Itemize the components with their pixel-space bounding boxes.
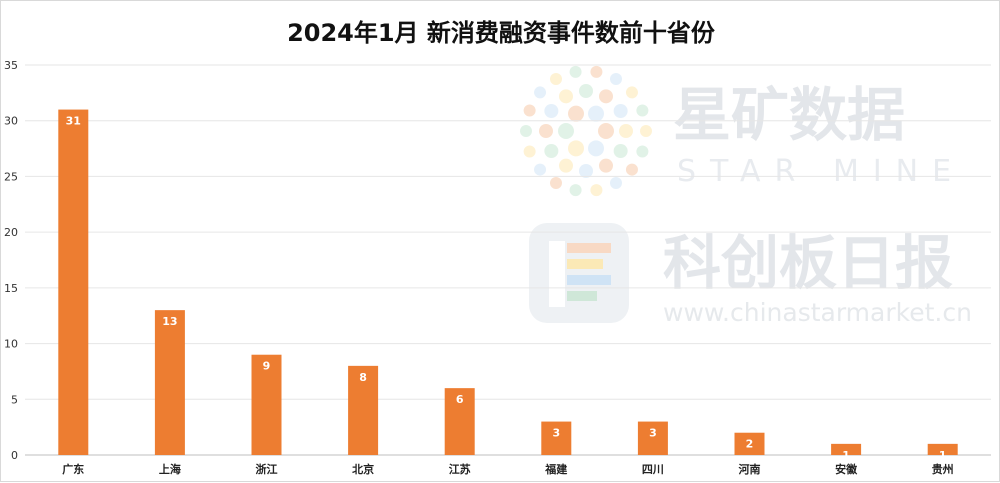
watermark-url: www.chinastarmarket.cn <box>663 298 972 327</box>
y-axis: 0 5 10 15 20 25 30 35 <box>4 59 18 462</box>
logo-dot <box>558 123 574 139</box>
x-tick-label: 四川 <box>642 463 664 476</box>
logo-dot <box>588 105 604 122</box>
x-tick-label: 江苏 <box>449 462 471 476</box>
logo-dot <box>523 104 536 117</box>
logo-dot <box>523 145 536 158</box>
watermark-brand-cn: 星矿数据 <box>673 81 905 149</box>
logo-dot <box>590 184 603 197</box>
logo-dot <box>625 163 638 176</box>
y-tick-label: 0 <box>11 449 18 462</box>
logo-dot <box>539 124 553 138</box>
x-tick-label: 广东 <box>62 462 84 476</box>
x-tick-label: 上海 <box>159 462 181 476</box>
bar <box>348 365 379 455</box>
logo-dot <box>520 125 532 137</box>
y-tick-label: 15 <box>4 282 18 295</box>
logo-dot <box>590 65 603 78</box>
x-tick-label: 北京 <box>352 462 374 476</box>
watermark-sub-cn: 科创板日报 <box>663 229 953 297</box>
data-label: 1 <box>842 449 850 462</box>
x-tick-label: 贵州 <box>932 462 954 476</box>
chinastarmarket-logo-icon <box>529 223 629 323</box>
data-label: 6 <box>456 393 464 406</box>
x-tick-label: 河南 <box>739 462 761 476</box>
logo-dot <box>559 158 573 173</box>
logo-dot <box>579 84 593 98</box>
bar <box>734 432 765 455</box>
x-tick-label: 福建 <box>544 462 568 476</box>
logo-dot <box>550 73 562 86</box>
x-axis: 广东 上海 浙江 北京 江苏 福建 四川 河南 安徽 贵州 <box>62 462 953 476</box>
y-tick-label: 20 <box>4 226 18 239</box>
bar <box>444 388 475 455</box>
data-label: 8 <box>359 371 367 384</box>
data-label: 3 <box>649 427 657 440</box>
data-label: 2 <box>746 438 754 451</box>
bars: 31 13 9 8 6 3 3 2 1 1 <box>58 109 958 462</box>
data-label: 1 <box>939 449 947 462</box>
data-label: 31 <box>66 115 81 128</box>
bar <box>637 421 668 455</box>
logo-dot <box>569 65 582 78</box>
logo-dot <box>598 123 614 139</box>
logo-dot <box>610 73 622 86</box>
logo-dot <box>550 176 562 189</box>
star-mine-logo-icon <box>520 65 652 197</box>
bar <box>541 421 572 455</box>
watermark: 星矿数据 STAR MINE 科创板日报 www.chinastarmarket… <box>520 65 972 327</box>
y-tick-label: 35 <box>4 59 18 72</box>
watermark-brand-en: STAR MINE <box>677 154 965 189</box>
logo-dot <box>636 104 649 117</box>
logo-dot <box>588 140 604 157</box>
y-tick-label: 5 <box>11 393 18 406</box>
data-label: 13 <box>162 315 177 328</box>
bar <box>58 109 89 456</box>
bar <box>251 354 282 455</box>
logo-dot <box>610 176 622 189</box>
x-tick-label: 安徽 <box>835 462 858 476</box>
x-tick-label: 浙江 <box>256 462 278 476</box>
chart-title: 2024年1月 新消费融资事件数前十省份 <box>287 19 716 47</box>
logo-dot <box>613 144 628 158</box>
logo-dot <box>568 140 584 157</box>
logo-dot <box>579 164 593 178</box>
y-tick-label: 10 <box>4 338 18 351</box>
logo-dot <box>599 158 613 173</box>
bar <box>154 310 185 455</box>
logo-dot <box>619 124 633 138</box>
y-tick-label: 30 <box>4 115 18 128</box>
logo-dot <box>544 104 559 118</box>
logo-dot <box>568 105 584 122</box>
bar <box>831 443 862 455</box>
y-tick-label: 25 <box>4 170 18 183</box>
logo-dot <box>534 163 547 176</box>
logo-dot <box>625 86 638 99</box>
bar <box>927 443 958 455</box>
data-label: 3 <box>552 427 560 440</box>
logo-dot <box>599 89 613 104</box>
logo-dot <box>559 89 573 104</box>
logo-dot <box>636 145 649 158</box>
logo-dot <box>613 104 628 118</box>
data-label: 9 <box>263 360 271 373</box>
logo-dot <box>640 125 652 137</box>
logo-dot <box>544 144 559 158</box>
gridlines <box>25 64 991 456</box>
logo-dot <box>569 184 582 197</box>
logo-dot <box>534 86 547 99</box>
